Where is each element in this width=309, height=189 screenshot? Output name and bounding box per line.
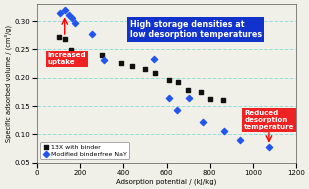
Modified binderfree NaY [102,58,107,61]
13X with binder [56,36,61,39]
Legend: 13X with binder, Modified binderfree NaY: 13X with binder, Modified binderfree NaY [40,142,129,160]
Modified binderfree NaY [166,96,171,99]
Text: Reduced
desorption
temperature: Reduced desorption temperature [244,110,294,130]
13X with binder [152,72,157,75]
13X with binder [68,49,73,52]
Modified binderfree NaY [66,14,71,17]
X-axis label: Adsorption potential / (kJ/kg): Adsorption potential / (kJ/kg) [116,178,217,185]
13X with binder [220,99,225,102]
13X with binder [176,81,181,84]
13X with binder [99,54,104,57]
Modified binderfree NaY [175,108,180,112]
Text: Increased
uptake: Increased uptake [48,52,86,65]
13X with binder [207,98,212,101]
Modified binderfree NaY [201,120,206,123]
13X with binder [142,68,147,71]
Modified binderfree NaY [72,22,77,25]
13X with binder [129,65,134,68]
Text: High storage densities at
low desorption temperatures: High storage densities at low desorption… [130,20,262,39]
Modified binderfree NaY [90,32,95,35]
Modified binderfree NaY [187,96,192,99]
Y-axis label: Specific adsorbed volume / (cm³/g): Specific adsorbed volume / (cm³/g) [4,25,12,142]
Modified binderfree NaY [266,146,271,149]
Modified binderfree NaY [58,11,63,14]
13X with binder [166,78,171,81]
13X with binder [63,38,68,41]
Modified binderfree NaY [221,129,226,132]
13X with binder [186,89,191,92]
13X with binder [119,61,124,64]
Modified binderfree NaY [237,139,242,142]
13X with binder [262,127,267,130]
Modified binderfree NaY [69,16,74,19]
Modified binderfree NaY [62,8,67,11]
13X with binder [199,90,204,93]
Modified binderfree NaY [151,57,156,60]
